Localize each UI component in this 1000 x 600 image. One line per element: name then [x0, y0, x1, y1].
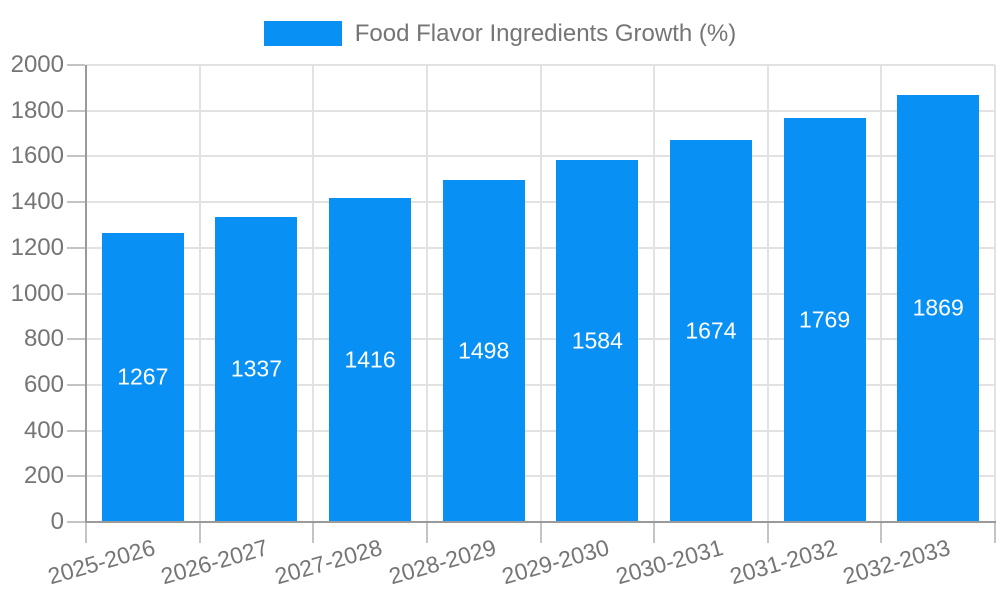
y-tick-label: 1400	[10, 188, 64, 216]
v-gridline	[766, 65, 769, 522]
bar-2030-2031: 1674	[669, 139, 752, 522]
v-gridline	[198, 65, 201, 522]
bar-value-label: 1267	[117, 363, 169, 390]
bar-value-label: 1674	[685, 317, 737, 344]
y-tick-label: 2000	[10, 51, 64, 78]
y-tick-label: 1800	[10, 96, 64, 124]
bar-value-label: 1584	[571, 327, 623, 354]
bar-2032-2033: 1869	[897, 94, 980, 522]
y-axis-tick	[67, 109, 85, 112]
x-axis-tick	[312, 523, 315, 543]
bar-value-label: 1498	[458, 337, 510, 364]
y-axis-tick	[67, 521, 85, 523]
v-gridline	[539, 65, 542, 522]
y-tick-label: 600	[23, 370, 64, 398]
y-tick-label: 1600	[10, 142, 64, 170]
x-axis-tick	[653, 523, 656, 543]
plot-area: 1267 1337 1416 1498 1584 1674 1769 1869 0 200 400…	[11, 53, 996, 589]
x-axis-line	[85, 521, 996, 523]
y-axis-tick	[67, 338, 85, 341]
bar-2031-2032: 1769	[783, 117, 866, 522]
bar-2027-2028: 1416	[329, 198, 412, 522]
y-tick-label: 400	[23, 416, 64, 444]
bar-value-label: 1869	[912, 294, 964, 321]
y-tick-label: 0	[50, 508, 64, 535]
y-axis-tick	[67, 475, 85, 478]
y-axis-tick	[67, 201, 85, 204]
y-axis-tick	[67, 429, 85, 432]
x-axis-tick	[766, 523, 769, 543]
y-axis-line	[85, 65, 87, 522]
bar-2025-2026: 1267	[101, 232, 184, 522]
bar-value-label: 1337	[230, 355, 283, 382]
bar-2026-2027: 1337	[215, 216, 298, 522]
x-axis-tick	[198, 523, 201, 543]
bar-2029-2030: 1584	[556, 160, 639, 522]
chart-legend[interactable]: Food Flavor Ingredients Growth (%)	[0, 21, 1000, 46]
x-axis-tick	[425, 523, 428, 543]
x-axis-tick	[539, 523, 542, 543]
y-tick-label: 800	[23, 325, 64, 353]
v-gridline	[312, 65, 315, 522]
v-gridline	[653, 65, 656, 522]
x-axis-tick	[994, 523, 996, 543]
y-axis-tick	[67, 246, 85, 249]
v-gridline	[880, 65, 883, 522]
legend-label: Food Flavor Ingredients Growth (%)	[354, 19, 737, 47]
y-axis-tick	[67, 383, 85, 386]
v-gridline	[425, 65, 428, 522]
y-tick-label: 1000	[10, 279, 64, 307]
bar-value-label: 1416	[344, 346, 396, 373]
y-tick-label: 1200	[10, 233, 64, 261]
y-axis-tick	[67, 64, 85, 66]
bar-2028-2029: 1498	[442, 179, 525, 522]
x-axis-tick	[85, 523, 87, 543]
x-axis-tick	[880, 523, 883, 543]
legend-swatch	[263, 21, 342, 46]
v-gridline	[994, 65, 996, 522]
y-tick-label: 200	[23, 462, 64, 490]
y-axis-tick	[67, 155, 85, 158]
y-axis-tick	[67, 292, 85, 295]
bar-value-label: 1769	[798, 306, 851, 333]
